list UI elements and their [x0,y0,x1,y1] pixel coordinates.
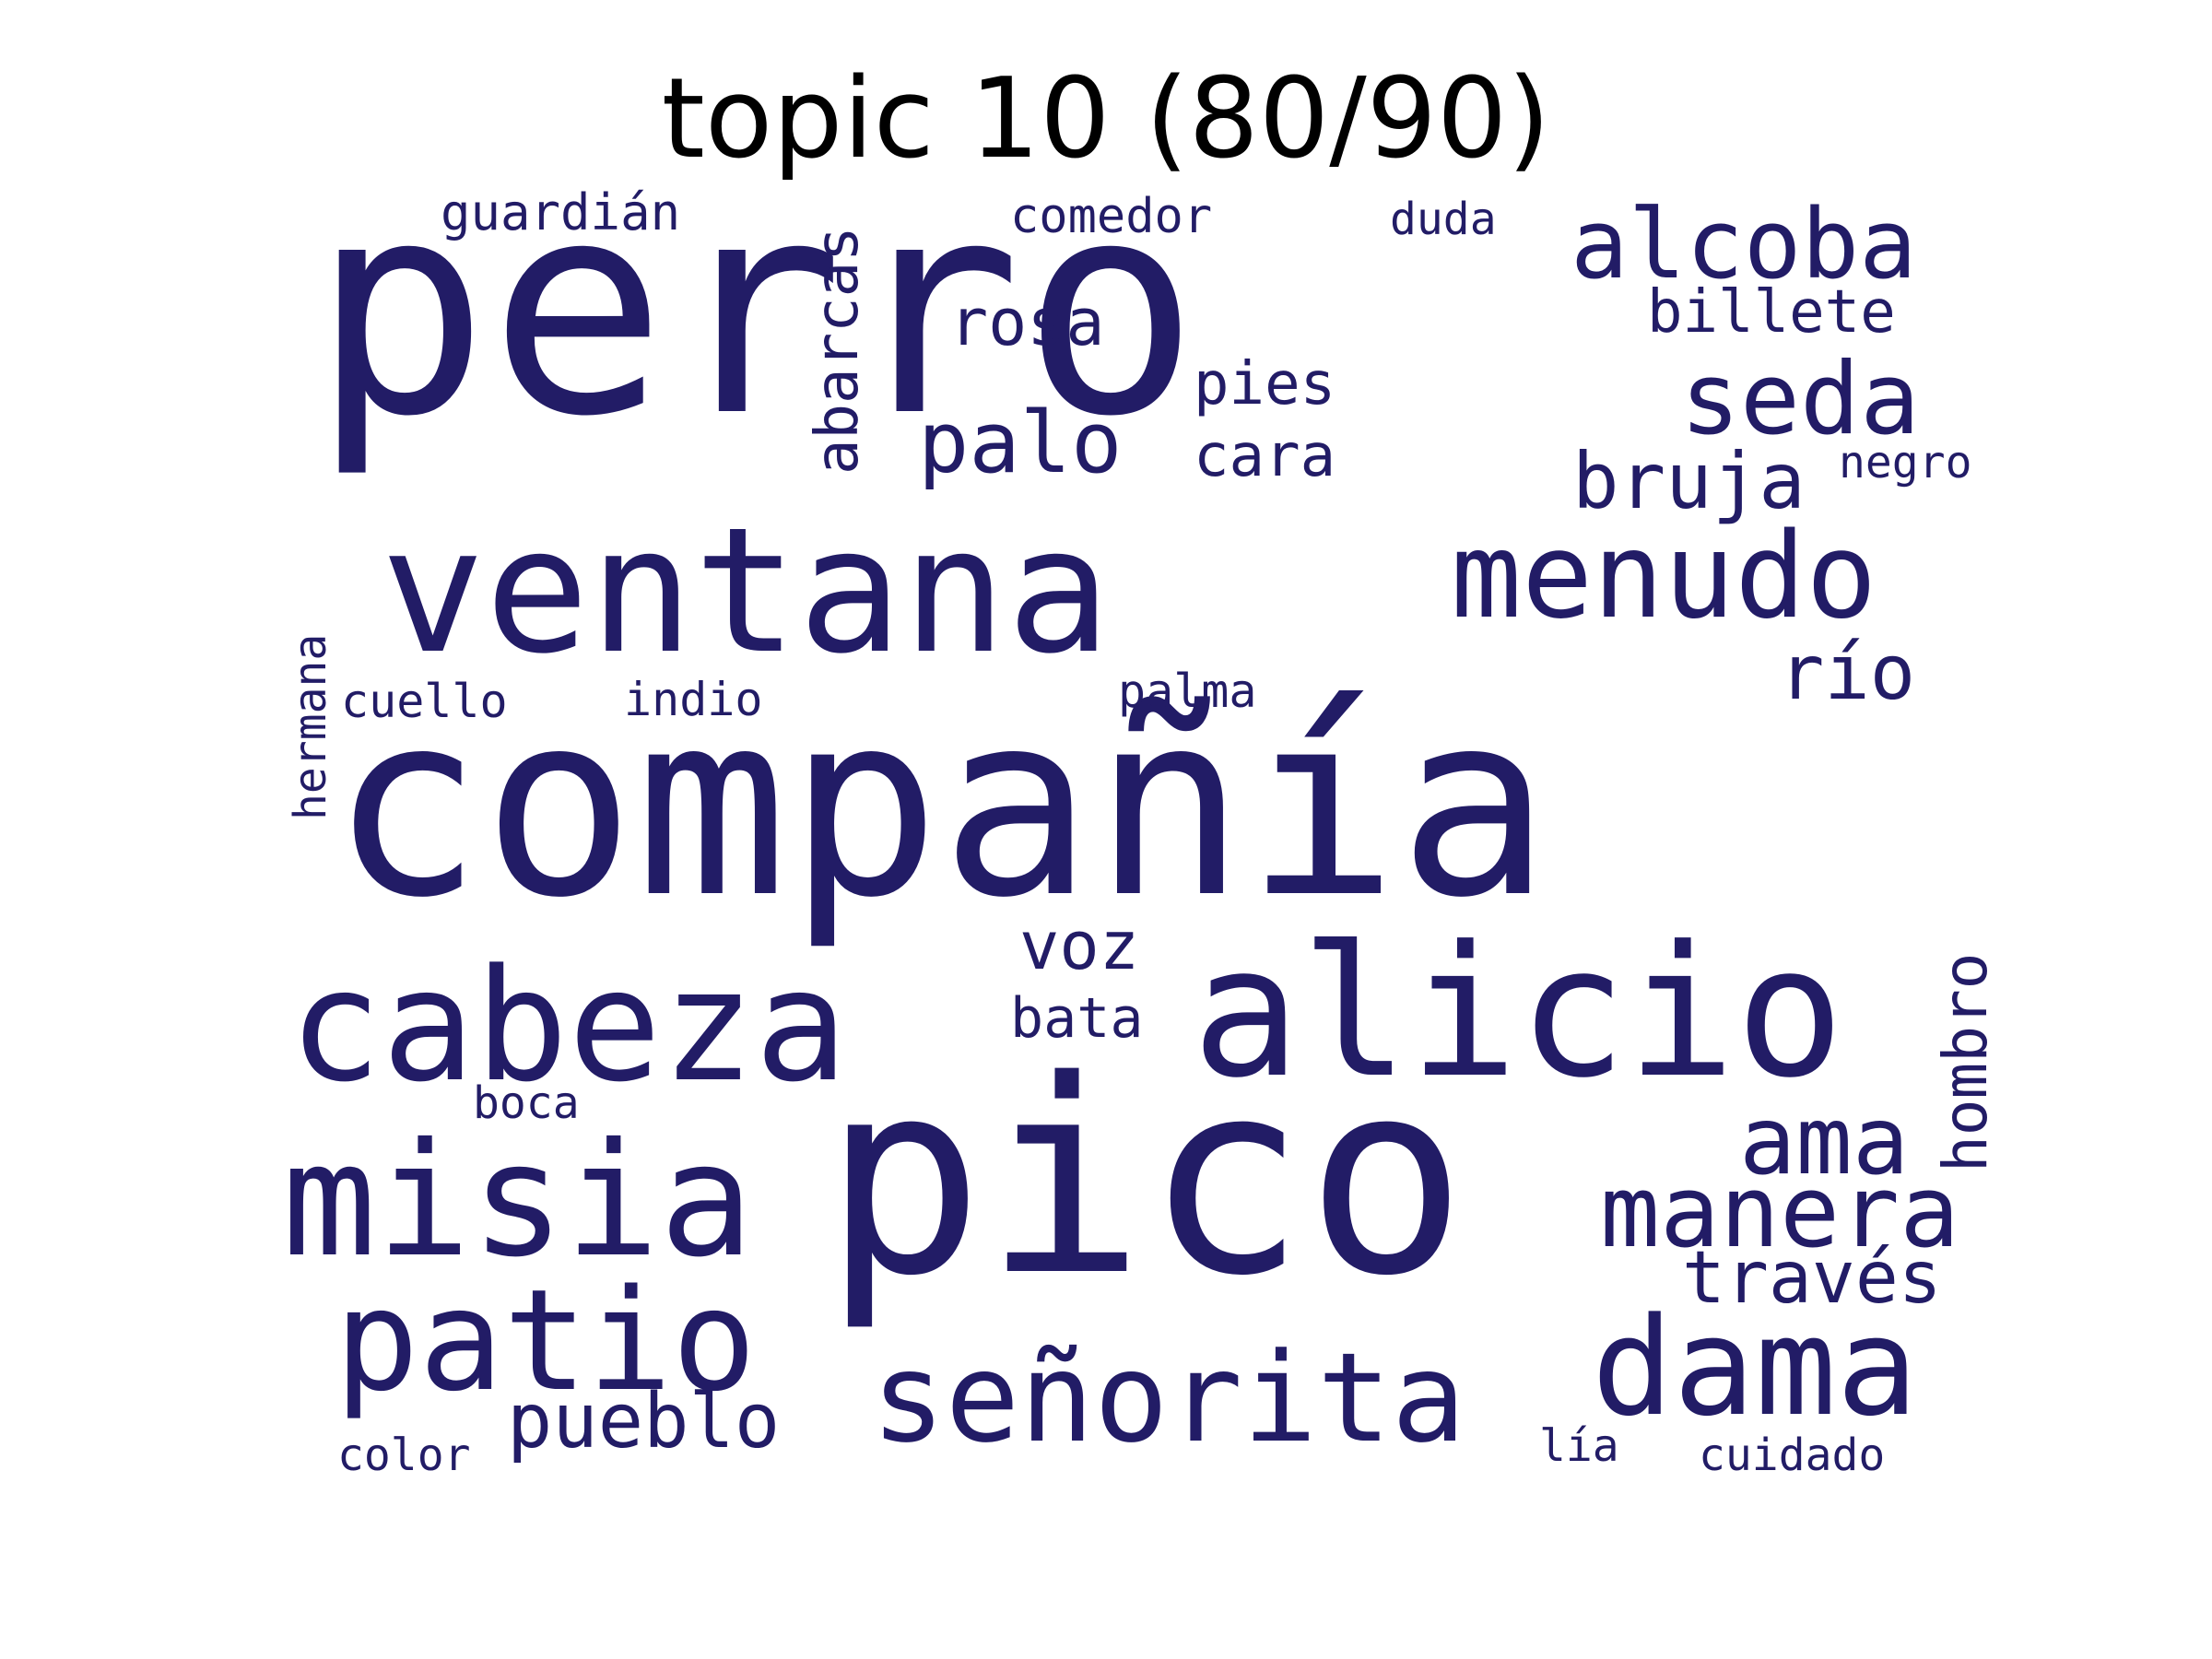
word-lia: lía [1539,1420,1619,1472]
word-rosa: rosa [949,285,1105,360]
word-senorita: señorita [871,1326,1466,1470]
word-bruja: bruja [1572,436,1806,526]
word-indio: indio [624,673,763,726]
word-duda: duda [1390,194,1497,245]
word-compania: compañía [330,658,1551,953]
word-alicio: alicio [1192,908,1845,1118]
word-cuidado: cuidado [1699,1430,1886,1481]
word-traves: través [1682,1237,1942,1320]
word-seda: seda [1680,342,1921,457]
word-dama: dama [1592,1288,1919,1446]
word-perro: perro [312,138,1200,481]
word-ama: ama [1739,1087,1910,1196]
word-negro: negro [1839,437,1972,488]
word-billete: billete [1647,278,1896,347]
word-voz: voz [1019,907,1140,984]
word-abarcas: abarcas [804,226,872,475]
word-manera: manera [1600,1155,1960,1270]
word-pueblo: pueblo [507,1378,781,1465]
word-hombro: hombro [1930,952,2001,1172]
word-guardian: guardián [441,183,681,241]
word-ventana: ventana [381,490,1112,692]
word-menudo: menudo [1451,508,1877,645]
word-boca: boca [473,1077,580,1129]
word-palo: palo [918,394,1123,492]
word-pies: pies [1194,350,1336,418]
chart-title: topic 10 (80/90) [661,55,1551,183]
word-alcoba: alcoba [1571,188,1917,300]
word-hermana: hermana [285,633,336,820]
word-cuello: cuello [341,675,508,728]
word-color: color [337,1430,471,1481]
word-misia: misia [282,1110,754,1292]
word-comedor: comedor [1010,189,1213,244]
word-pico: pico [823,1024,1467,1335]
word-cabeza: cabeza [288,935,848,1116]
word-cara: cara [1194,422,1336,490]
word-patio: patio [335,1259,757,1422]
word-rio: río [1779,629,1916,717]
word-bata: bata [1010,986,1144,1051]
word-palma: palma [1118,665,1257,718]
